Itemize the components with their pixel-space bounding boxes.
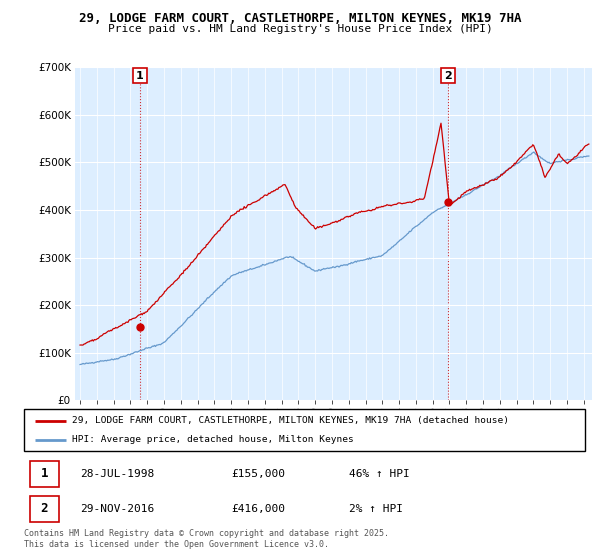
Text: £155,000: £155,000 <box>232 469 286 479</box>
Text: 29, LODGE FARM COURT, CASTLETHORPE, MILTON KEYNES, MK19 7HA: 29, LODGE FARM COURT, CASTLETHORPE, MILT… <box>79 12 521 25</box>
Text: 1: 1 <box>136 71 144 81</box>
Text: 2% ↑ HPI: 2% ↑ HPI <box>349 504 403 514</box>
Text: 2: 2 <box>444 71 452 81</box>
Text: 29-NOV-2016: 29-NOV-2016 <box>80 504 154 514</box>
Text: £416,000: £416,000 <box>232 504 286 514</box>
Text: 1: 1 <box>40 468 48 480</box>
Text: 2: 2 <box>40 502 48 515</box>
Text: Price paid vs. HM Land Registry's House Price Index (HPI): Price paid vs. HM Land Registry's House … <box>107 24 493 34</box>
Bar <box>29 496 59 522</box>
Text: HPI: Average price, detached house, Milton Keynes: HPI: Average price, detached house, Milt… <box>71 435 353 445</box>
Text: 29, LODGE FARM COURT, CASTLETHORPE, MILTON KEYNES, MK19 7HA (detached house): 29, LODGE FARM COURT, CASTLETHORPE, MILT… <box>71 416 509 425</box>
Text: 28-JUL-1998: 28-JUL-1998 <box>80 469 154 479</box>
Text: Contains HM Land Registry data © Crown copyright and database right 2025.
This d: Contains HM Land Registry data © Crown c… <box>24 529 389 549</box>
Text: 46% ↑ HPI: 46% ↑ HPI <box>349 469 410 479</box>
Bar <box>29 460 59 487</box>
